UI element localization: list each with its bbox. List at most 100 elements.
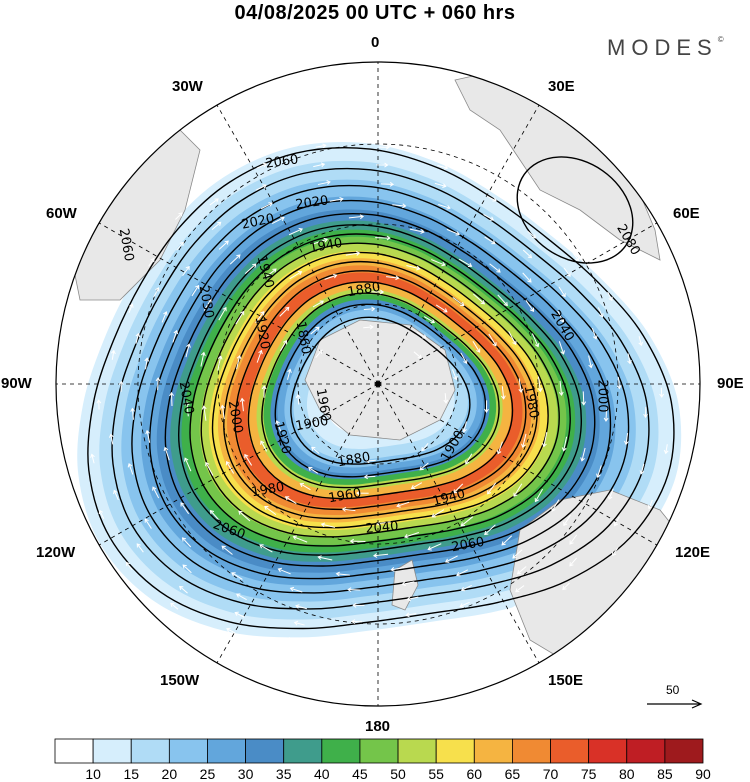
lon-label-0: 0 <box>371 34 380 51</box>
wind-vector <box>427 543 442 550</box>
wind-vector <box>308 467 319 474</box>
wind-vector-head <box>559 318 565 323</box>
wind-vector <box>236 593 247 601</box>
wind-vector-head <box>487 490 492 495</box>
colorbar-swatch <box>512 738 551 764</box>
wind-vector-head <box>130 407 136 412</box>
wind-vector-head <box>259 544 264 549</box>
wind-vector <box>170 603 179 610</box>
wind-vector <box>300 483 311 491</box>
wind-vector <box>465 453 473 465</box>
lon-label-60w: 60W <box>46 205 77 222</box>
wind-vector-head <box>163 446 169 452</box>
wind-vector-head <box>356 490 361 496</box>
wind-vector <box>531 333 539 347</box>
wind-vector <box>456 569 469 576</box>
wind-vector-head <box>144 357 150 362</box>
wind-vector-head <box>430 319 436 324</box>
wind-vector <box>175 212 183 220</box>
wind-vector <box>508 331 517 345</box>
geopotential-isoline <box>164 213 596 567</box>
wind-vector <box>404 532 420 538</box>
wind-vector-head <box>410 484 416 490</box>
wind-vector-head <box>200 351 206 357</box>
wind-vector-head <box>627 359 632 365</box>
wind-vector <box>376 521 391 525</box>
colorbar-tick-label: 25 <box>199 766 216 782</box>
wind-vector <box>200 352 205 367</box>
wind-vector <box>310 326 320 335</box>
wind-vector <box>582 391 585 405</box>
wind-vector-head <box>231 572 236 577</box>
wind-vector <box>285 496 297 505</box>
reference-vector-arrow <box>647 699 703 709</box>
wind-vector <box>487 482 497 495</box>
wind-vector-head <box>384 162 389 168</box>
wind-vector-head <box>484 530 489 536</box>
wind-vector-head <box>155 377 161 382</box>
geopotential-isoline <box>247 281 514 500</box>
wind-vector <box>295 605 308 610</box>
wind-vector-head <box>179 241 184 247</box>
wind-vector-head <box>178 212 183 217</box>
wind-vector <box>558 286 566 297</box>
wind-vector <box>431 509 445 518</box>
wind-vector-head <box>453 489 458 494</box>
wind-vector <box>210 510 221 522</box>
wind-vector-head <box>152 486 157 491</box>
geopotential-isoline <box>223 260 538 520</box>
wind-vector-head <box>512 340 517 346</box>
wind-vector <box>256 163 267 169</box>
wind-vector-head <box>217 221 222 226</box>
wind-vector-head <box>527 254 533 259</box>
wind-vector <box>380 183 394 185</box>
wind-vector <box>146 430 151 443</box>
wind-vector-head <box>444 558 450 563</box>
wind-vector-head <box>501 541 506 546</box>
wind-vector-head <box>529 307 535 312</box>
wind-vector <box>329 198 343 202</box>
wind-vector-head <box>427 546 432 551</box>
wind-vector <box>191 285 199 297</box>
wind-vector-head <box>260 311 265 316</box>
wind-vector-head <box>551 507 556 512</box>
wind-vector <box>627 353 631 364</box>
wind-vector <box>363 308 375 310</box>
wind-vector <box>293 536 308 543</box>
wind-vector-head <box>335 571 340 577</box>
wind-vector <box>507 605 516 612</box>
wind-vector <box>256 350 262 363</box>
wind-vector-head <box>542 442 547 448</box>
wind-vector <box>152 486 160 499</box>
wind-vector <box>170 392 173 407</box>
contour-label: 1880 <box>336 450 371 471</box>
wind-vector <box>182 564 192 574</box>
south-pole-marker <box>375 381 381 387</box>
wind-vector-head <box>386 235 391 241</box>
wind-vector-head <box>491 240 496 245</box>
wind-vector <box>407 596 419 600</box>
wind-vector <box>289 271 302 280</box>
wind-vector-head <box>236 354 242 360</box>
wind-vector <box>186 402 189 417</box>
wind-vector-head <box>480 300 486 305</box>
wind-vector <box>486 195 497 202</box>
wind-vector-head <box>185 265 190 271</box>
wind-vector-head <box>96 399 102 404</box>
wind-vector <box>157 377 159 391</box>
wind-vector <box>221 545 233 555</box>
wind-vector-head <box>394 128 399 134</box>
wind-vector-head <box>443 399 449 404</box>
wind-vector <box>446 150 456 154</box>
wind-vector-head <box>155 287 160 292</box>
wind-vector <box>605 408 608 422</box>
wind-vector-head <box>566 272 571 277</box>
lon-label-30w: 30W <box>172 78 203 95</box>
wind-vector <box>497 294 508 306</box>
wind-vector-head <box>613 522 619 527</box>
wind-vector-head <box>195 284 200 290</box>
wind-vector <box>161 311 167 323</box>
wind-vector <box>244 263 257 275</box>
wind-vector <box>453 483 464 494</box>
wind-vector-head <box>500 182 505 187</box>
